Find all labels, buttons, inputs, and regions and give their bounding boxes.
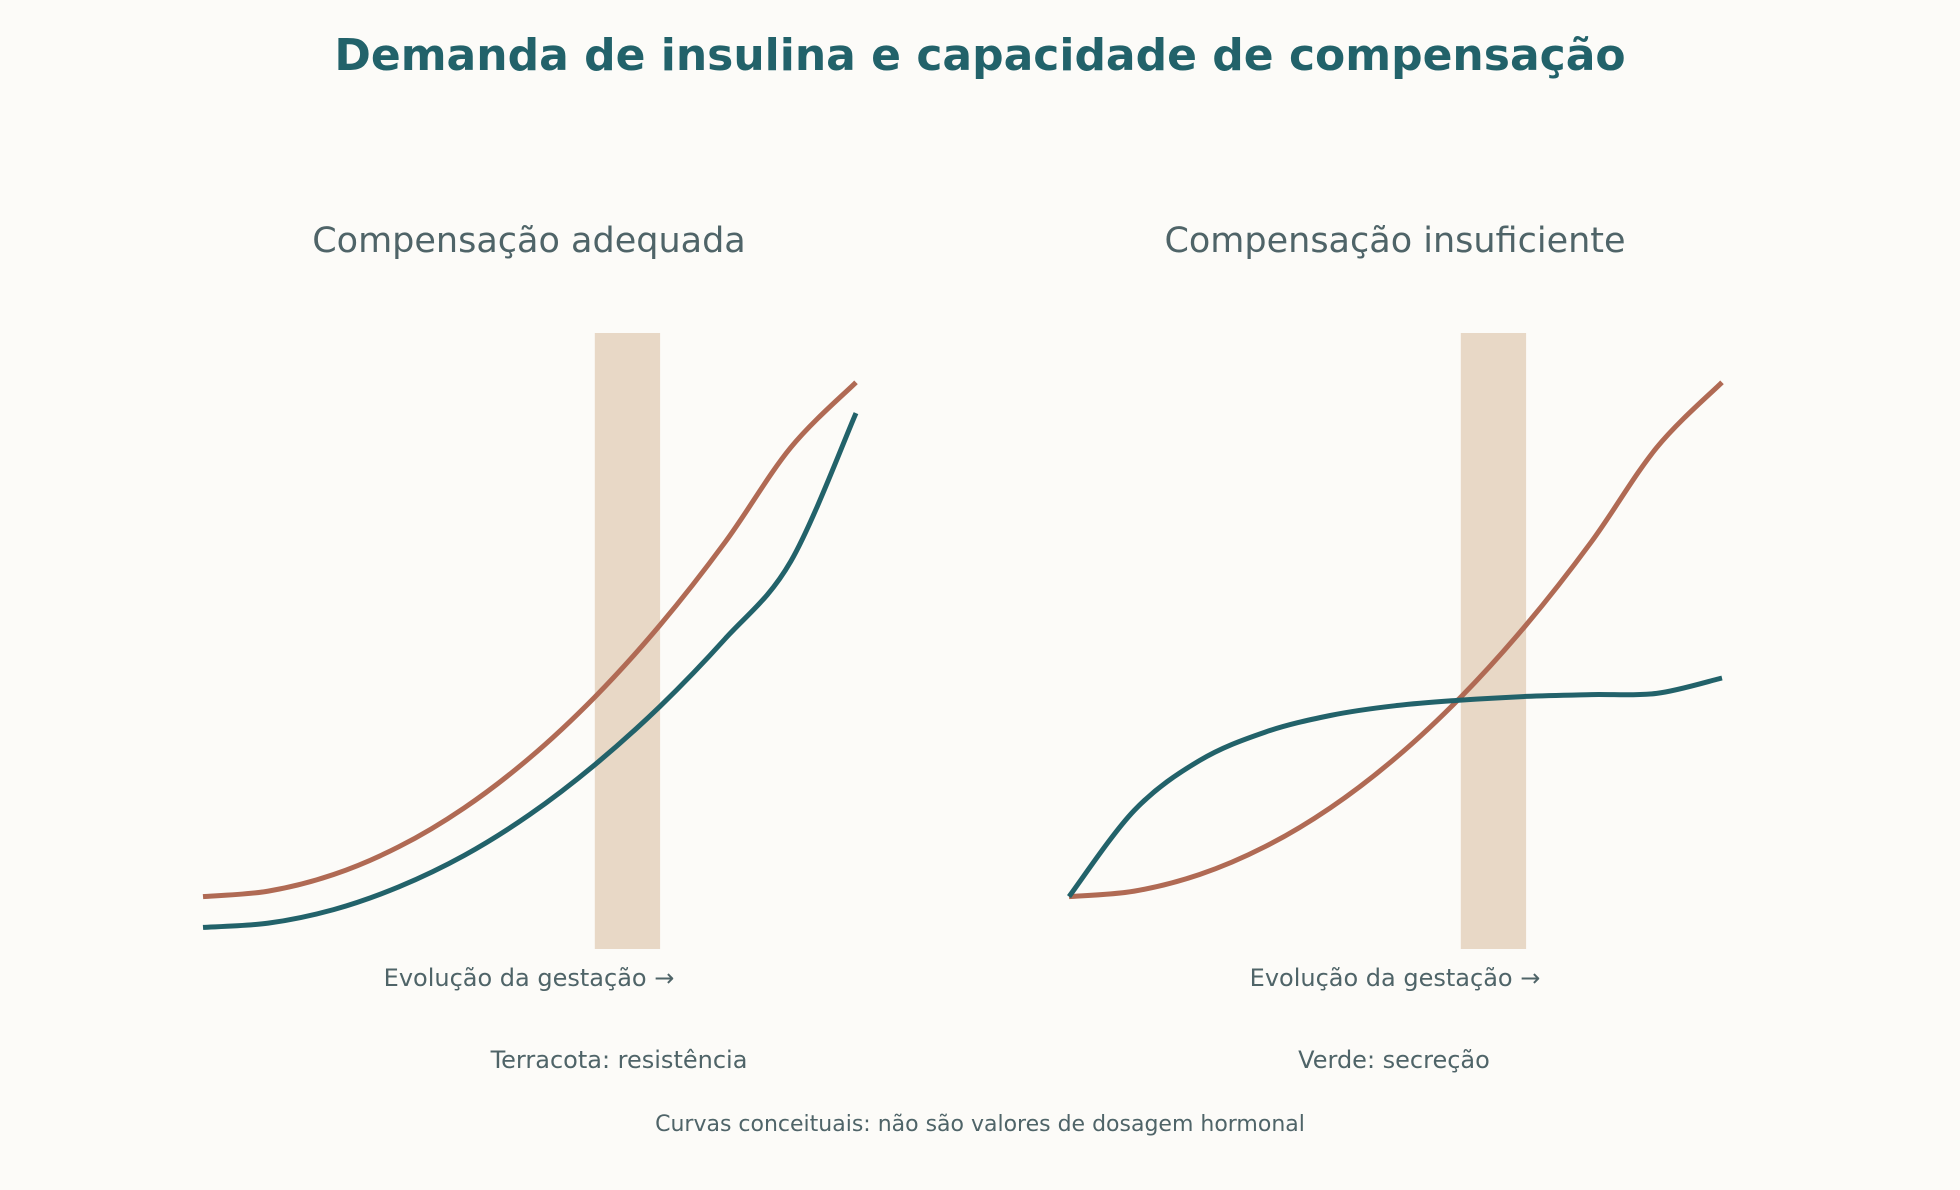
panel-insufficient-compensation: Compensação insuficiente Evolução da ges… bbox=[1067, 221, 1724, 992]
highlight-band-right bbox=[1460, 333, 1527, 949]
footnote: Curvas conceituais: não são valores de d… bbox=[655, 1112, 1305, 1137]
chart-title: Demanda de insulina e capacidade de comp… bbox=[334, 30, 1625, 81]
panel-title-left: Compensação adequada bbox=[312, 221, 746, 261]
plot-area-right bbox=[1067, 333, 1724, 949]
panel-title-right: Compensação insuficiente bbox=[1164, 221, 1625, 261]
plot-area-left bbox=[202, 333, 859, 949]
x-axis-label-left: Evolução da gestação → bbox=[384, 964, 675, 992]
secretion-line-left bbox=[202, 412, 859, 930]
panel-adequate-compensation: Compensação adequada Evolução da gestaçã… bbox=[202, 221, 859, 992]
secretion-line-right bbox=[1067, 675, 1723, 899]
x-axis-label-right: Evolução da gestação → bbox=[1250, 964, 1541, 992]
legend-resistance: Terracota: resistência bbox=[490, 1046, 748, 1074]
legend-secretion: Verde: secreção bbox=[1298, 1046, 1490, 1074]
highlight-band-left bbox=[594, 333, 661, 949]
resistance-line-left bbox=[202, 380, 858, 900]
resistance-line-right bbox=[1068, 380, 1724, 900]
